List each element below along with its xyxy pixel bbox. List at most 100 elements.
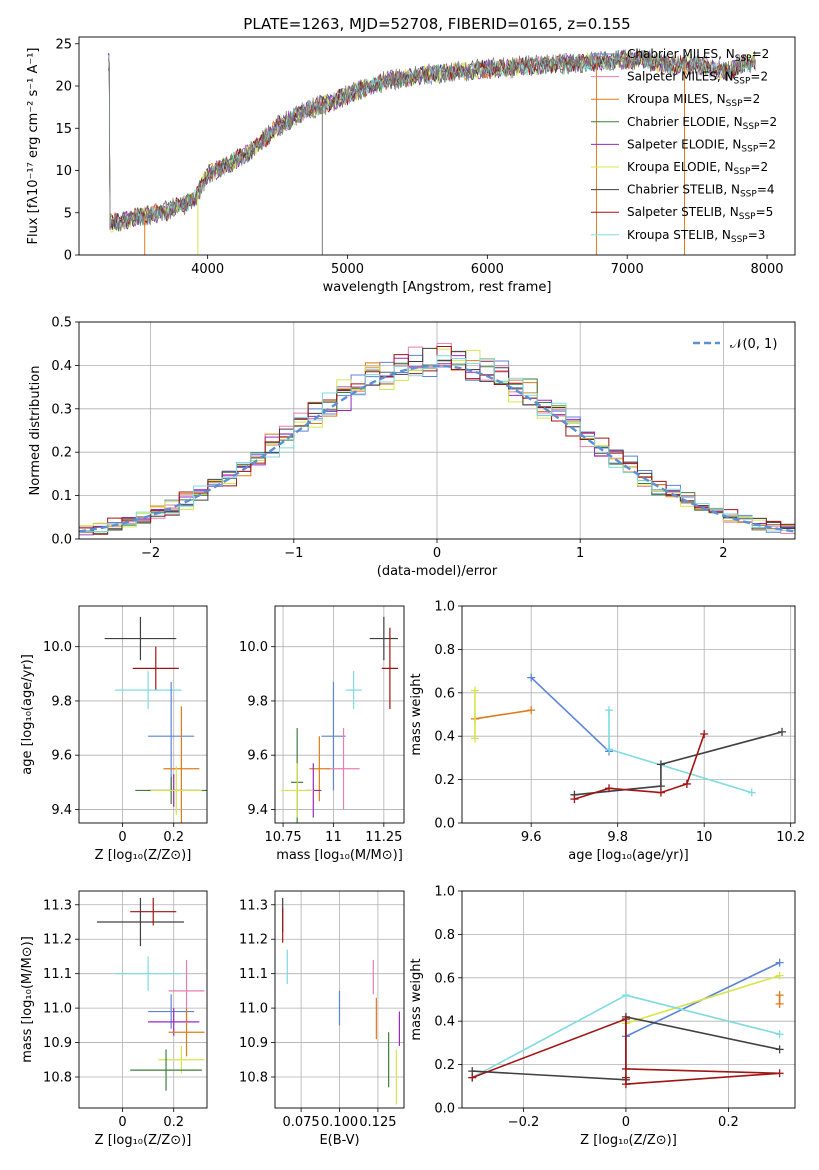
errorbar-point bbox=[150, 766, 202, 815]
errorbar-point bbox=[130, 1049, 202, 1091]
axes-mass-vs-ebv: 0.075 0.100 0.125 10.8 10.9 11.0 11.1 11.2 11.3 E… bbox=[239, 890, 405, 1148]
weight-marker bbox=[605, 784, 614, 793]
legend-entry: Kroupa STELIB, NSSP=3 bbox=[627, 228, 765, 245]
errorbar-point bbox=[281, 763, 314, 818]
y-tick-label: 9.6 bbox=[247, 749, 268, 764]
legend-entry: Salpeter MILES, NSSP=2 bbox=[627, 70, 768, 87]
x-tick-label: 0.2 bbox=[718, 1115, 739, 1130]
spectrum-lines bbox=[108, 48, 756, 255]
y-tick-label: 9.6 bbox=[51, 749, 72, 764]
y-tick-label: 11.0 bbox=[43, 1002, 72, 1017]
weight-marker bbox=[621, 1064, 630, 1073]
observed-spectrum bbox=[108, 48, 756, 232]
x-tick-label: 4000 bbox=[191, 262, 224, 277]
legend-entry: Chabrier ELODIE, NSSP=2 bbox=[627, 115, 777, 132]
axes-frame bbox=[461, 605, 796, 824]
legend-entry: Kroupa MILES, NSSP=2 bbox=[627, 92, 760, 109]
weight-marker bbox=[775, 1069, 784, 1078]
y-tick-label: 15 bbox=[55, 122, 72, 137]
y-tick-label: 9.8 bbox=[51, 694, 72, 709]
legend: Chabrier MILES, NSSP=2 Salpeter MILES, NS… bbox=[591, 47, 777, 245]
axes-frame bbox=[78, 890, 208, 1109]
y-tick-label: 10.8 bbox=[239, 1071, 268, 1086]
errorbar-point bbox=[114, 671, 182, 710]
y-tick-label: 0.8 bbox=[434, 643, 455, 658]
weight-line bbox=[608, 710, 753, 794]
weight-marker bbox=[605, 745, 614, 754]
x-tick-label: 5000 bbox=[331, 262, 364, 277]
y-tick-label: 0 bbox=[64, 249, 72, 264]
weight-series bbox=[570, 730, 709, 804]
y-tick-label: 1.0 bbox=[434, 885, 455, 900]
weight-marker bbox=[605, 706, 614, 715]
x-tick-label: 11 bbox=[325, 830, 342, 845]
errorbar-point bbox=[168, 1008, 205, 1057]
weight-line bbox=[574, 731, 783, 796]
x-tick-label: 0.2 bbox=[163, 1115, 184, 1130]
x-axis-label: Z [log₁₀(Z/Z⊙)] bbox=[95, 1133, 192, 1148]
x-tick-label: 0 bbox=[118, 830, 126, 845]
legend-entry: Salpeter ELODIE, NSSP=2 bbox=[627, 137, 776, 154]
legend-entry: Salpeter STELIB, NSSP=5 bbox=[627, 205, 773, 222]
x-axis-label: Z [log₁₀(Z/Z⊙)] bbox=[95, 848, 192, 863]
errorbar-point bbox=[321, 681, 346, 791]
weight-series bbox=[470, 686, 479, 743]
x-axis-label: E(B-V) bbox=[319, 1133, 359, 1148]
weight-marker bbox=[470, 686, 479, 695]
y-tick-label: 0.2 bbox=[434, 1058, 455, 1073]
chart-title: PLATE=1263, MJD=52708, FIBERID=0165, z=0… bbox=[243, 15, 630, 33]
weight-marker bbox=[775, 999, 784, 1008]
legend-entry: Chabrier MILES, NSSP=2 bbox=[627, 47, 769, 64]
y-tick-label: 9.8 bbox=[247, 694, 268, 709]
y-tick-label: 11.3 bbox=[43, 898, 72, 913]
x-tick-label: 10.2 bbox=[776, 830, 805, 845]
x-tick-label: 0 bbox=[118, 1115, 126, 1130]
x-tick-label: 0.2 bbox=[163, 830, 184, 845]
y-tick-label: 0.4 bbox=[434, 730, 455, 745]
errorbar-point bbox=[381, 627, 398, 710]
y-tick-label: 11.1 bbox=[43, 967, 72, 982]
weight-lines bbox=[468, 958, 784, 1089]
axes-frame bbox=[78, 321, 796, 540]
y-tick-label: 0.6 bbox=[434, 686, 455, 701]
y-tick-label: 10.8 bbox=[43, 1071, 72, 1086]
x-tick-label: 2 bbox=[719, 546, 727, 561]
histogram-series bbox=[79, 355, 795, 533]
x-tick-label: 9.8 bbox=[607, 830, 628, 845]
weight-series bbox=[775, 991, 784, 1008]
y-tick-label: 0.0 bbox=[434, 1102, 455, 1117]
weight-line bbox=[574, 733, 705, 800]
axes-frame bbox=[274, 890, 405, 1109]
y-tick-label: 11.0 bbox=[239, 1002, 268, 1017]
x-tick-label: 0.100 bbox=[321, 1115, 358, 1130]
y-axis-label: mass weight bbox=[409, 958, 424, 1040]
x-tick-label: 11.25 bbox=[365, 830, 402, 845]
weight-marker bbox=[527, 706, 536, 715]
y-tick-label: 11.3 bbox=[239, 898, 268, 913]
y-tick-label: 11.1 bbox=[239, 967, 268, 982]
errorbars bbox=[104, 616, 207, 823]
legend: 𝒩(0, 1) bbox=[693, 337, 777, 352]
x-tick-label: 0 bbox=[622, 1115, 630, 1130]
weight-marker bbox=[656, 788, 665, 797]
y-axis-label: mass [log₁₀(M/M⊙)] bbox=[20, 936, 35, 1063]
weight-series bbox=[527, 673, 614, 756]
y-tick-label: 10.0 bbox=[43, 640, 72, 655]
y-tick-label: 11.2 bbox=[43, 933, 72, 948]
errorbar-point bbox=[148, 994, 195, 1029]
x-axis-label: wavelength [Angstrom, rest frame] bbox=[323, 280, 552, 295]
x-tick-label: −2 bbox=[141, 546, 160, 561]
y-tick-label: 9.4 bbox=[247, 803, 268, 818]
weight-marker bbox=[621, 1015, 630, 1024]
weight-marker bbox=[775, 971, 784, 980]
errorbar-point bbox=[148, 1008, 200, 1036]
errorbars bbox=[281, 616, 398, 823]
weight-marker bbox=[775, 991, 784, 1000]
axes-mass-vs-Z: 0 0.2 10.8 10.9 11.0 11.1 11.2 11.3 Z [log₁₀(Z/Z… bbox=[20, 890, 208, 1148]
legend-entry: Chabrier STELIB, NSSP=4 bbox=[627, 183, 775, 200]
x-tick-label: −1 bbox=[284, 546, 303, 561]
x-tick-label: 0.125 bbox=[359, 1115, 396, 1130]
weight-marker bbox=[775, 958, 784, 967]
errorbar-point bbox=[345, 671, 362, 710]
